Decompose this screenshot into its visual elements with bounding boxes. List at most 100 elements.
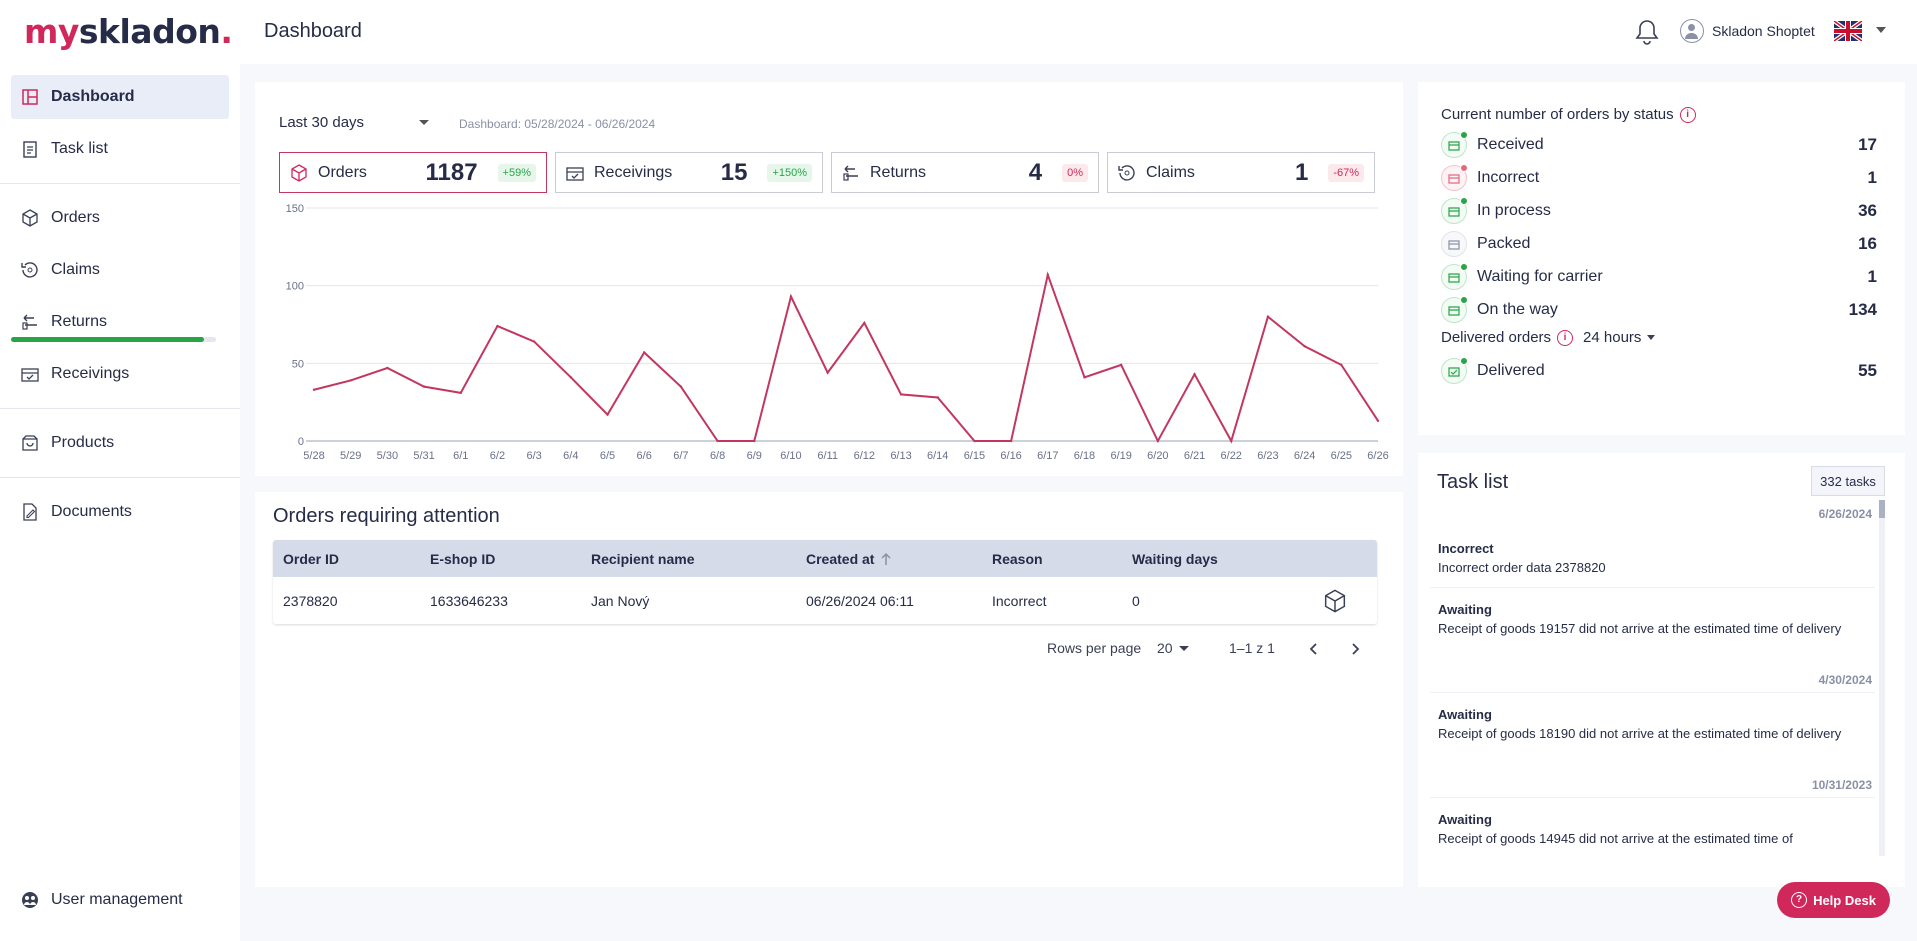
sidebar-item-label: Documents: [51, 503, 132, 520]
status-row-packed[interactable]: Packed 16: [1441, 230, 1877, 258]
sidebar-item-orders[interactable]: Orders: [11, 196, 229, 240]
logo[interactable]: myskladon.: [24, 12, 233, 51]
info-icon[interactable]: i: [1557, 329, 1574, 346]
y-tick-label: 100: [286, 281, 304, 293]
column-waiting-days[interactable]: Waiting days: [1132, 550, 1218, 567]
sidebar-item-documents[interactable]: Documents: [11, 490, 229, 534]
task-scrollbar-thumb[interactable]: [1879, 500, 1885, 518]
sidebar-item-label: Dashboard: [51, 88, 135, 105]
chevron-down-icon[interactable]: [419, 120, 429, 125]
column-created-at[interactable]: Created at: [806, 540, 892, 577]
task-item[interactable]: Awaiting Receipt of goods 18190 did not a…: [1438, 707, 1848, 741]
task-text: Incorrect order data 2378820: [1438, 560, 1606, 575]
sidebar-item-products[interactable]: Products: [11, 421, 229, 465]
x-tick-label: 6/5: [600, 450, 615, 462]
status-label: Waiting for carrier: [1477, 268, 1603, 285]
status-label: Received: [1477, 136, 1544, 153]
status-row-in-process[interactable]: In process 36: [1441, 197, 1877, 225]
chevron-left-icon[interactable]: [1306, 641, 1322, 657]
range-select[interactable]: Last 30 days: [279, 114, 364, 131]
task-item[interactable]: Awaiting Receipt of goods 19157 did not a…: [1438, 602, 1848, 636]
sidebar-item-receivings[interactable]: Receivings: [11, 352, 229, 396]
status-row-delivered[interactable]: Delivered 55: [1441, 357, 1877, 385]
rows-per-page-label: Rows per page: [1047, 640, 1142, 656]
product-icon: [21, 434, 39, 452]
question-icon: ?: [1791, 892, 1808, 908]
status-count: 134: [1848, 300, 1877, 319]
kpi-value: 15: [720, 158, 748, 186]
sidebar-item-label: Products: [51, 434, 115, 451]
delivered-range-select[interactable]: 24 hours: [1583, 329, 1656, 346]
rows-per-page-select[interactable]: 20: [1157, 640, 1189, 656]
range-label: Dashboard: 05/28/2024 - 06/26/2024: [459, 117, 656, 131]
logo-skladon: skladon: [78, 12, 221, 51]
attention-title: Orders requiring attention: [273, 505, 500, 527]
data-point: [1156, 439, 1160, 443]
column-label: Created at: [806, 550, 875, 567]
sidebar-item-returns[interactable]: Returns: [11, 300, 229, 344]
task-item[interactable]: Awaiting Receipt of goods 14945 did not a…: [1438, 812, 1848, 852]
x-tick-label: 6/19: [1110, 450, 1131, 462]
status-label: In process: [1477, 202, 1551, 219]
status-row-waiting-for-carrier[interactable]: Waiting for carrier 1: [1441, 263, 1877, 291]
task-type: Incorrect: [1438, 541, 1494, 556]
user-menu[interactable]: Skladon Shoptet: [1680, 19, 1815, 43]
x-tick-label: 6/11: [817, 450, 838, 462]
task-item[interactable]: Incorrect Incorrect order data 2378820: [1438, 541, 1873, 575]
x-tick-label: 6/12: [854, 450, 875, 462]
sidebar: Dashboard Task list Orders Claims Return…: [0, 64, 240, 941]
status-row-on-the-way[interactable]: On the way 134: [1441, 296, 1877, 324]
bell-icon[interactable]: [1634, 18, 1660, 46]
info-icon[interactable]: i: [1679, 106, 1696, 123]
kpi-orders[interactable]: Orders 1187 +59%: [279, 152, 547, 193]
x-tick-label: 6/22: [1221, 450, 1242, 462]
data-point: [863, 321, 866, 325]
data-point: [1046, 273, 1049, 276]
receiving-icon: [21, 365, 39, 383]
order-box-icon[interactable]: [1323, 577, 1347, 624]
help-desk-button[interactable]: ? Help Desk: [1777, 882, 1890, 918]
x-tick-label: 6/16: [1000, 450, 1021, 462]
column-recipient-name[interactable]: Recipient name: [591, 550, 695, 567]
x-tick-label: 6/21: [1184, 450, 1205, 462]
task-scrollbar[interactable]: [1879, 500, 1885, 856]
cell-created-at: 06/26/2024 06:11: [806, 592, 914, 609]
dashboard-icon: [21, 88, 39, 106]
sidebar-item-dashboard[interactable]: Dashboard: [11, 75, 229, 119]
series-line-orders: [313, 271, 1379, 444]
column-order-id[interactable]: Order ID: [283, 550, 340, 567]
column-reason[interactable]: Reason: [992, 550, 1043, 567]
x-tick-label: 6/17: [1037, 450, 1058, 462]
x-tick-label: 6/14: [927, 450, 948, 462]
data-point: [716, 439, 719, 443]
data-point: [532, 340, 536, 343]
status-label: Packed: [1477, 235, 1531, 252]
x-tick-label: 6/24: [1294, 450, 1315, 462]
status-row-received[interactable]: Received 17: [1441, 131, 1877, 159]
task-card: [1418, 453, 1905, 887]
data-point: [496, 324, 499, 328]
uk-flag-icon[interactable]: [1834, 21, 1862, 41]
chevron-right-icon[interactable]: [1347, 641, 1363, 657]
sidebar-item-claims[interactable]: Claims: [11, 248, 229, 292]
column-eshop-id[interactable]: E-shop ID: [430, 550, 496, 567]
sidebar-divider: [0, 408, 240, 409]
kpi-change-badge: +150%: [767, 163, 812, 182]
kpi-claims[interactable]: Claims 1 -67%: [1107, 152, 1375, 193]
logo-my: my: [24, 12, 79, 51]
status-row-incorrect[interactable]: Incorrect 1: [1441, 164, 1877, 192]
sidebar-item-label: User management: [51, 891, 183, 908]
x-tick-label: 6/23: [1257, 450, 1278, 462]
language-chevron-down-icon[interactable]: [1876, 27, 1886, 33]
task-type: Awaiting: [1438, 707, 1492, 722]
x-tick-label: 5/30: [377, 450, 398, 462]
data-point: [826, 371, 829, 374]
data-point: [606, 413, 609, 416]
kpi-receivings[interactable]: Receivings 15 +150%: [555, 152, 823, 193]
sidebar-item-user-management[interactable]: User management: [11, 878, 229, 922]
status-count: 17: [1858, 135, 1877, 154]
table-row[interactable]: 2378820 1633646233 Jan Nový 06/26/2024 0…: [273, 577, 1377, 624]
x-tick-label: 5/31: [413, 450, 434, 462]
sidebar-item-task-list[interactable]: Task list: [11, 127, 229, 171]
kpi-returns[interactable]: Returns 4 0%: [831, 152, 1099, 193]
